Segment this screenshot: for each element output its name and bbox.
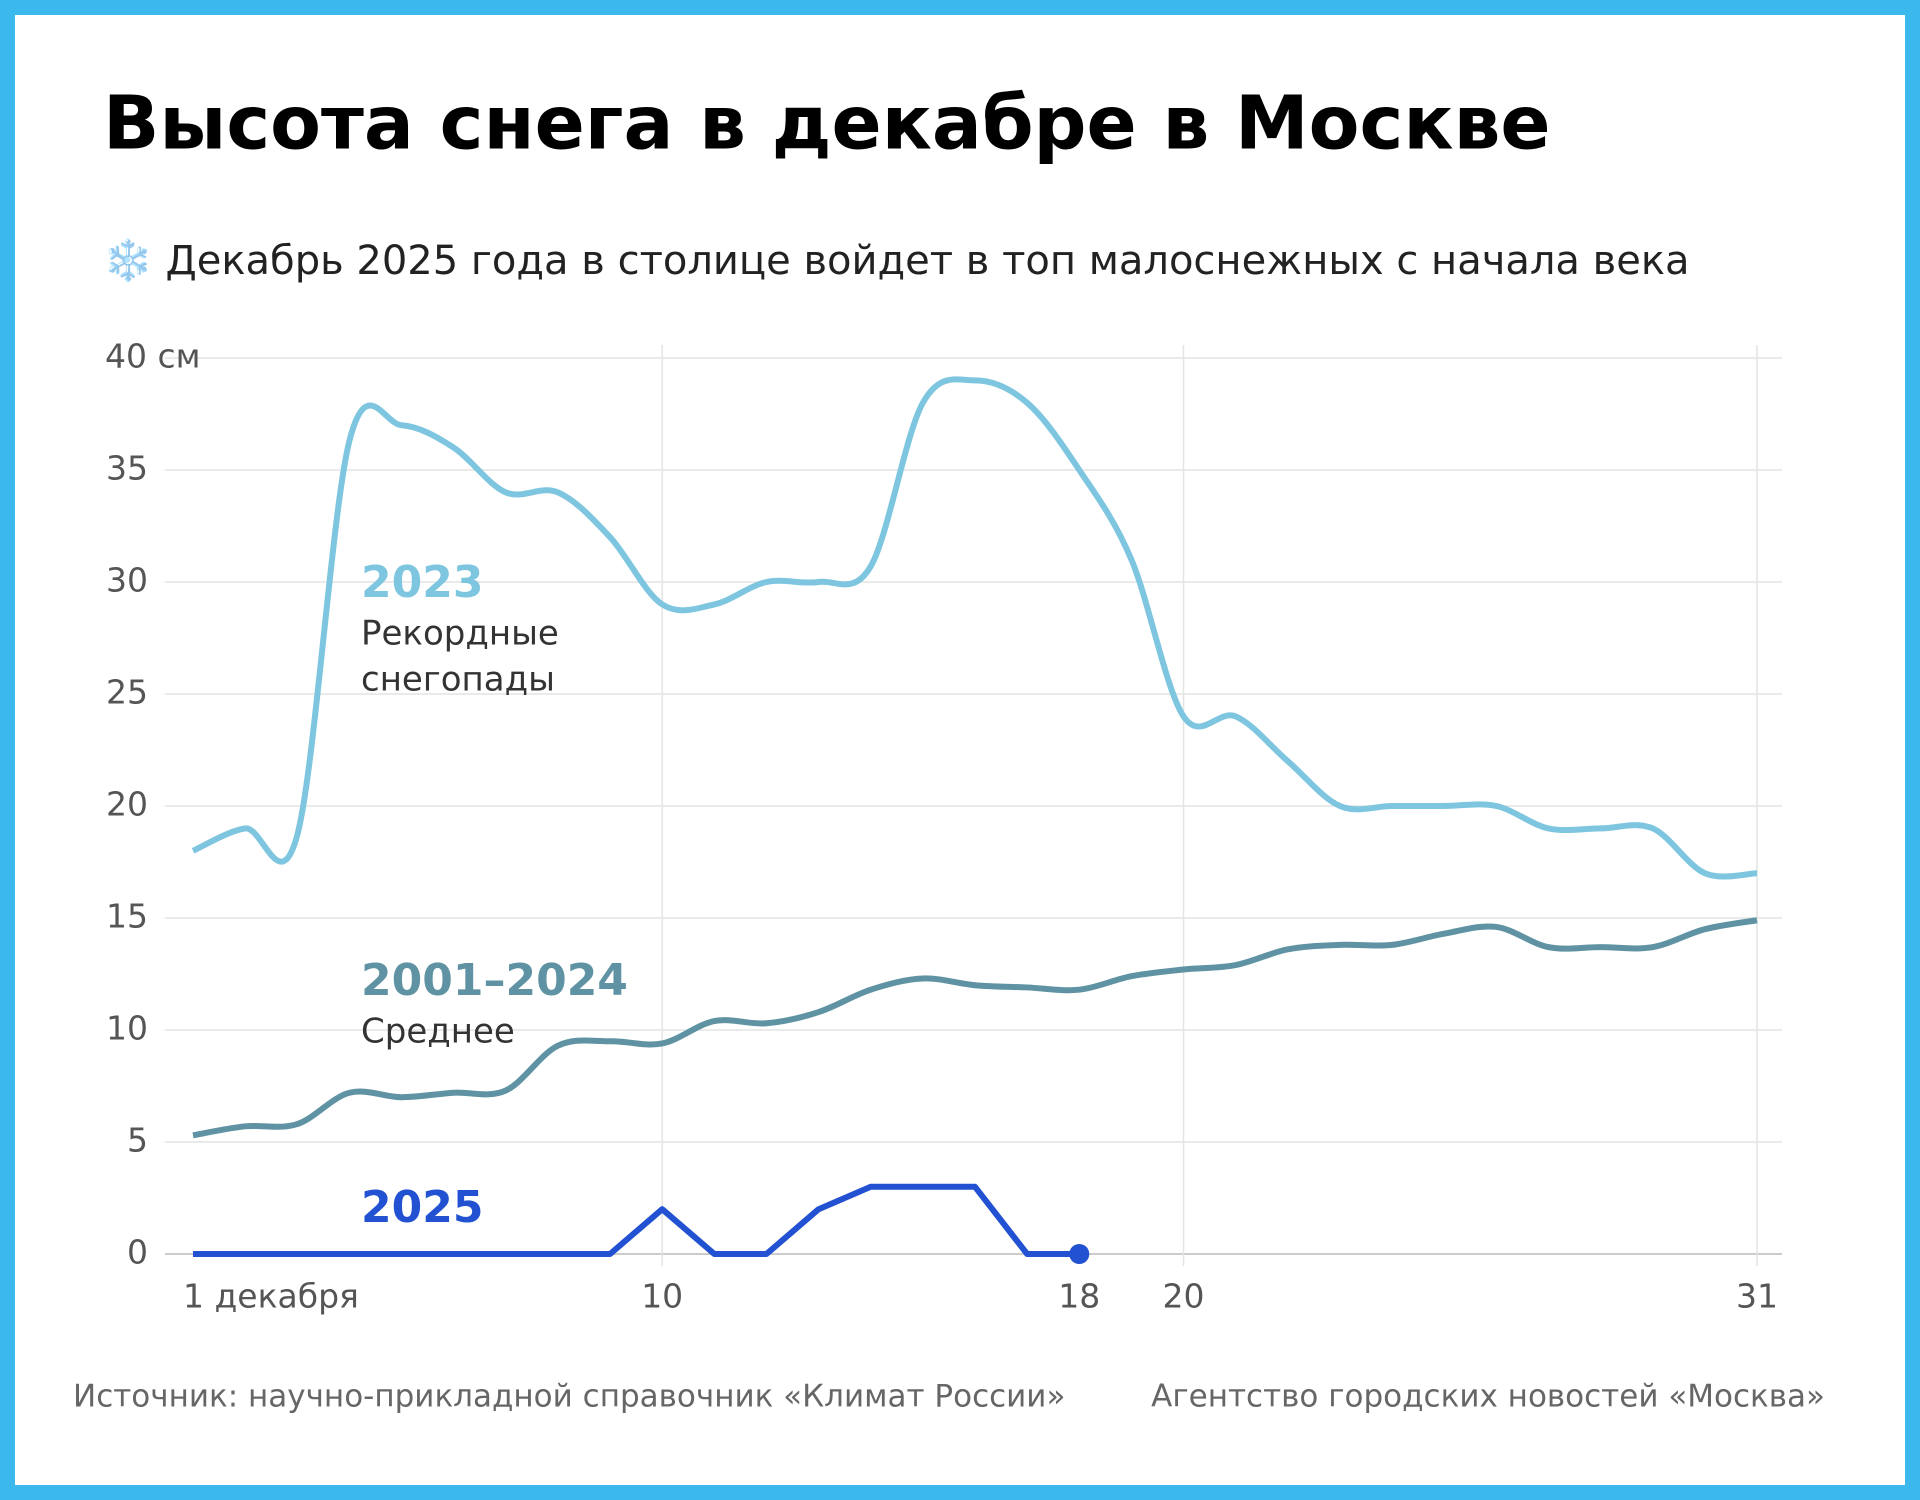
x-tick-label: 18 [1058, 1277, 1100, 1316]
series-label: 2001–2024 [361, 955, 628, 1006]
y-tick-label: 10 [106, 1009, 148, 1048]
x-tick-label: 31 [1736, 1277, 1778, 1316]
x-tick-label: 10 [641, 1277, 683, 1316]
y-tick-label: 30 [106, 561, 148, 600]
chart-subtitle: ❄️ Декабрь 2025 года в столице войдет в … [103, 237, 1690, 284]
series-label: 2025 [361, 1182, 483, 1233]
y-tick-label: 5 [127, 1121, 148, 1160]
chart-title: Высота снега в декабре в Москве [103, 81, 1551, 167]
y-tick-label: 15 [106, 897, 148, 936]
source: Источник: научно-прикладной справочник «… [73, 1379, 1065, 1415]
series-line [193, 1183, 1080, 1257]
y-tick-label: 40 см [105, 337, 201, 376]
y-tick-label: 0 [127, 1233, 148, 1272]
y-tick-label: 20 [106, 785, 148, 824]
annotation: снегопады [361, 660, 555, 700]
y-tick-label: 25 [106, 673, 148, 712]
credit: Агентство городских новостей «Москва» [1151, 1379, 1825, 1415]
annotation: Рекордные [361, 614, 559, 654]
x-tick-label: 20 [1163, 1277, 1205, 1316]
end-marker [1069, 1244, 1090, 1264]
x-tick-label: 1 декабря [183, 1277, 359, 1316]
series-line [192, 917, 1758, 1139]
annotation: Среднее [361, 1012, 515, 1052]
series-label: 2023 [361, 557, 483, 608]
series-line [191, 376, 1758, 880]
y-tick-label: 35 [106, 449, 148, 488]
panel [15, 15, 1905, 1485]
